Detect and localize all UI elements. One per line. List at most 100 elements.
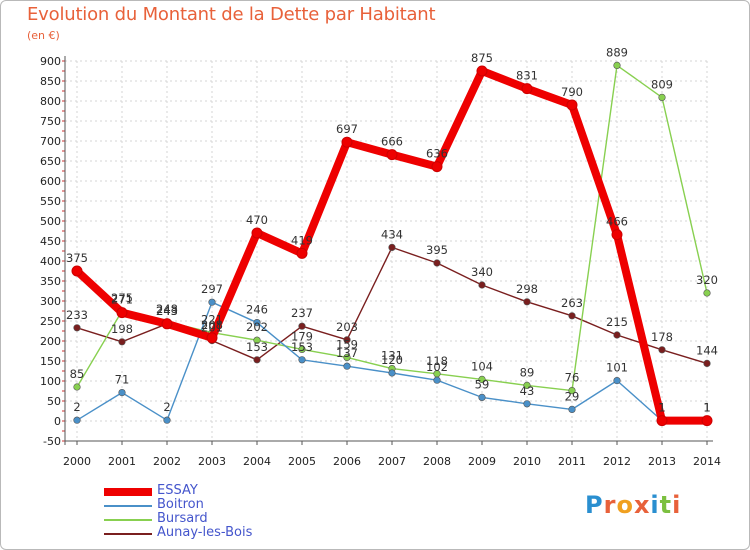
point-essay <box>386 149 398 161</box>
y-tick-label: 200 <box>40 335 61 348</box>
x-tick-label: 2005 <box>288 455 316 468</box>
point-boitron <box>343 362 351 370</box>
x-tick-label: 2004 <box>243 455 271 468</box>
point-essay <box>161 318 173 330</box>
point-essay <box>251 227 263 239</box>
y-tick-label: 850 <box>40 75 61 88</box>
y-tick-label: 100 <box>40 375 61 388</box>
data-label: 198 <box>111 322 133 336</box>
point-bursard <box>298 345 306 354</box>
data-label: 809 <box>651 77 673 91</box>
y-tick-label: 350 <box>40 275 61 288</box>
y-tick-label: 900 <box>40 55 61 68</box>
point-aunay-les-bois <box>703 359 711 368</box>
y-tick-label: 450 <box>40 235 61 248</box>
point-aunay-les-bois <box>388 243 396 251</box>
y-tick-label: 500 <box>40 215 61 228</box>
data-label: 233 <box>66 308 88 322</box>
point-boitron <box>613 377 621 385</box>
data-label: 203 <box>336 320 358 334</box>
x-tick-label: 2010 <box>513 455 541 468</box>
data-label: 375 <box>66 251 88 265</box>
x-tick-label: 2000 <box>63 455 91 468</box>
data-label: 120 <box>381 353 403 367</box>
data-label: 237 <box>291 306 313 320</box>
point-boitron <box>253 319 261 327</box>
chart-subtitle: (en €) <box>27 29 60 42</box>
data-label: 340 <box>471 265 493 279</box>
point-aunay-les-bois <box>298 322 306 330</box>
data-label: 159 <box>336 337 358 351</box>
data-label: 248 <box>156 302 178 316</box>
point-bursard <box>478 375 486 384</box>
x-tick-label: 2012 <box>603 455 631 468</box>
x-tick-label: 2013 <box>648 455 676 468</box>
data-label: 137 <box>336 346 358 360</box>
y-tick-label: 700 <box>40 135 61 148</box>
point-essay <box>71 265 83 277</box>
legend-swatch <box>104 533 152 535</box>
point-aunay-les-bois <box>658 346 666 354</box>
point-aunay-les-bois <box>73 324 81 332</box>
point-essay <box>611 229 623 241</box>
chart-title: Evolution du Montant de la Dette par Hab… <box>27 4 436 25</box>
data-label: 221 <box>201 313 223 327</box>
data-label: 131 <box>381 349 403 363</box>
x-tick-label: 2003 <box>198 455 226 468</box>
point-essay <box>116 307 128 319</box>
line-chart: -50 0 50 100 150 200 250 300 350 400 450 500 550 600 6… <box>40 45 721 468</box>
axes <box>62 56 713 445</box>
legend-label: Aunay-les-Bois <box>157 525 253 540</box>
point-bursard <box>523 381 531 390</box>
data-label: 104 <box>471 359 493 373</box>
data-label: 89 <box>520 365 535 379</box>
data-label: 144 <box>696 343 718 357</box>
data-label: 153 <box>246 340 268 354</box>
data-label: 59 <box>475 377 490 391</box>
data-label: 243 <box>156 304 178 318</box>
point-boitron <box>568 405 576 414</box>
x-tick-label: 2002 <box>153 455 181 468</box>
point-aunay-les-bois <box>523 298 531 306</box>
x-tick-label: 2011 <box>558 455 586 468</box>
data-label: 102 <box>426 360 448 374</box>
point-aunay-les-bois <box>433 259 441 267</box>
x-tick-label: 2007 <box>378 455 406 468</box>
data-label: 201 <box>201 321 223 335</box>
data-label: 202 <box>246 320 268 334</box>
point-boitron <box>433 376 441 384</box>
data-label: 875 <box>471 51 493 65</box>
y-axis-ticks: -50 0 50 100 150 200 250 300 350 400 450 500 550 600 6… <box>40 55 61 448</box>
y-tick-label: 250 <box>40 315 61 328</box>
data-label: 101 <box>606 361 628 375</box>
data-label: 466 <box>606 215 628 229</box>
proxiti-logo: Proxiti <box>585 491 682 519</box>
data-label: 298 <box>516 282 538 296</box>
legend-swatch <box>104 488 152 496</box>
data-label: 179 <box>291 329 313 343</box>
x-tick-label: 2009 <box>468 455 496 468</box>
point-bursard <box>253 336 261 344</box>
y-tick-label: 400 <box>40 255 61 268</box>
point-essay <box>521 83 533 95</box>
data-label: 246 <box>246 303 268 317</box>
point-bursard <box>73 383 81 391</box>
point-bursard <box>658 93 666 101</box>
data-label: 215 <box>606 315 628 329</box>
data-label: 831 <box>516 69 538 83</box>
data-label: 1 <box>658 401 665 415</box>
data-label: 243 <box>156 304 178 318</box>
y-tick-label: 750 <box>40 115 61 128</box>
data-label: 275 <box>111 291 133 305</box>
data-label: 29 <box>565 389 580 403</box>
point-aunay-les-bois <box>568 312 576 320</box>
legend-label: Bursard <box>157 511 208 526</box>
y-tick-label: 0 <box>54 415 61 428</box>
data-label: 43 <box>520 384 535 398</box>
data-label: 2 <box>163 400 170 414</box>
data-label: 153 <box>291 340 313 354</box>
point-bursard <box>568 387 576 395</box>
data-label: 2 <box>73 400 80 414</box>
data-label: 208 <box>201 318 223 332</box>
point-aunay-les-bois <box>613 331 621 339</box>
